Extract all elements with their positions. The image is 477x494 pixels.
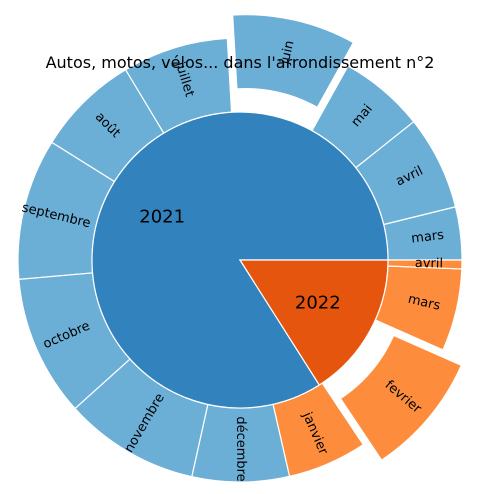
- inner-ring: [91, 111, 389, 409]
- inner-label-2022: 2022: [295, 292, 341, 313]
- outer-label-2022-mars: mars: [406, 292, 442, 314]
- outer-label-2021-mars: mars: [410, 228, 445, 247]
- outer-label-2021-decembre: décembre: [233, 416, 248, 481]
- inner-label-2021: 2021: [139, 207, 185, 228]
- outer-slice-2022-fevrier: [339, 334, 463, 461]
- outer-slice-2021-juin: [232, 14, 355, 109]
- chart-title: Autos, motos, vélos... dans l'arrondisse…: [46, 53, 435, 72]
- inner-slice-2022: [238, 259, 389, 386]
- outer-label-2022-avril: avril: [415, 256, 444, 272]
- outer-label-2021-juin: juin: [277, 39, 297, 66]
- outer-ring: [17, 14, 463, 483]
